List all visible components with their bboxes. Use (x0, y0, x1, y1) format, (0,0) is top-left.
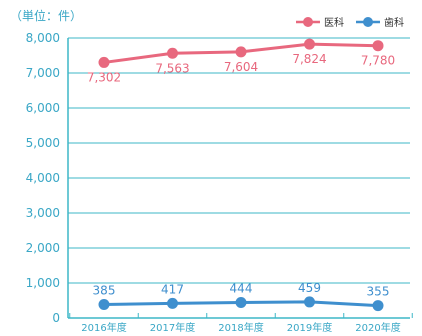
x-tick-label: 2016年度 (81, 321, 126, 334)
data-point (372, 40, 384, 52)
legend-marker (303, 17, 313, 27)
y-tick-label: 0 (52, 311, 60, 325)
y-tick-label: 6,000 (26, 101, 60, 115)
x-tick-label: 2020年度 (355, 321, 400, 334)
x-tick-label: 2018年度 (218, 321, 263, 334)
data-label: 444 (230, 281, 253, 295)
data-point (235, 46, 247, 58)
series-layer: 7,302 7,563 7,604 7,824 7,780 385 417 444 459 355 (87, 38, 395, 312)
y-tick-label: 8,000 (26, 31, 60, 45)
data-point (98, 299, 110, 311)
data-point (235, 296, 247, 308)
data-label: 7,563 (155, 61, 189, 75)
x-tick-label: 2017年度 (150, 321, 195, 334)
data-label: 7,604 (224, 60, 258, 74)
x-axis-ticks: 2016年度 2017年度 2018年度 2019年度 2020年度 (69, 313, 413, 334)
data-label: 385 (93, 284, 116, 298)
y-tick-label: 7,000 (26, 66, 60, 80)
data-point (372, 300, 384, 312)
y-tick-label: 5,000 (26, 136, 60, 150)
data-label: 355 (367, 285, 390, 299)
data-label: 417 (161, 282, 184, 296)
data-label: 7,824 (292, 52, 326, 66)
data-point (167, 297, 178, 309)
y-tick-label: 3,000 (26, 206, 60, 220)
data-point (304, 38, 315, 50)
data-label: 459 (298, 281, 321, 295)
legend-label: 歯科 (384, 16, 404, 29)
grid-lines (67, 37, 410, 319)
data-point (304, 296, 315, 308)
data-point (98, 56, 110, 68)
unit-label: （単位：件） (10, 8, 82, 23)
legend-marker (363, 17, 373, 27)
y-tick-label: 1,000 (26, 276, 60, 290)
legend: 医科 歯科 (296, 16, 404, 29)
x-tick-label: 2019年度 (287, 321, 332, 334)
y-axis-ticks: 0 1,000 2,000 3,000 4,000 5,000 6,000 7,000 8,00… (26, 31, 60, 325)
data-point (167, 47, 178, 59)
data-label: 7,302 (87, 70, 121, 84)
y-tick-label: 4,000 (26, 171, 60, 185)
y-tick-label: 2,000 (26, 241, 60, 255)
data-label: 7,780 (361, 54, 395, 68)
legend-label: 医科 (324, 16, 344, 29)
